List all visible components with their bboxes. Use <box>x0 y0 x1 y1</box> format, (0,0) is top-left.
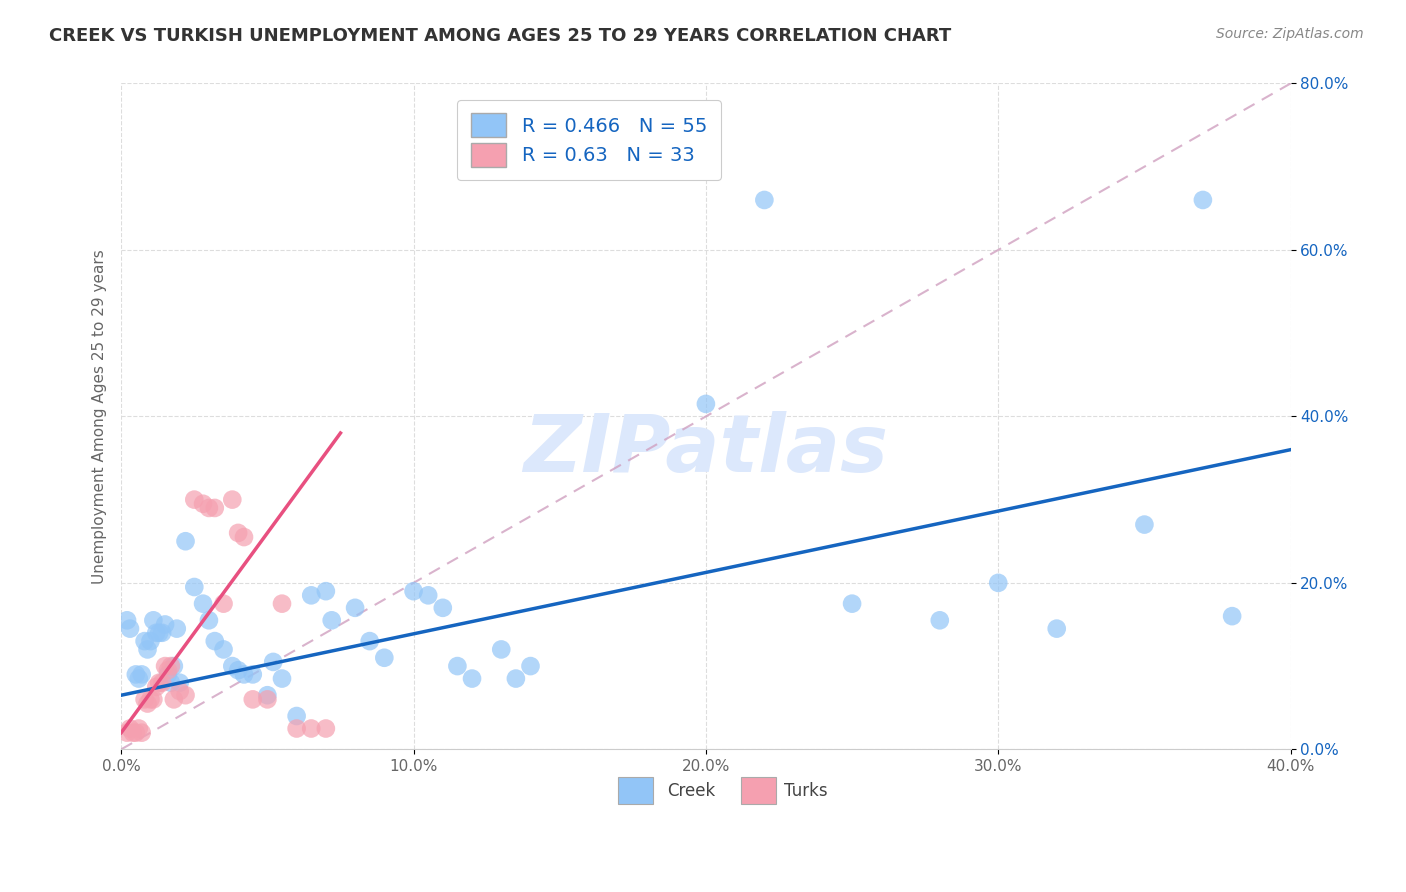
Point <box>191 497 214 511</box>
Point <box>163 692 186 706</box>
Point <box>928 613 950 627</box>
Point <box>198 500 221 515</box>
Text: CREEK VS TURKISH UNEMPLOYMENT AMONG AGES 25 TO 29 YEARS CORRELATION CHART: CREEK VS TURKISH UNEMPLOYMENT AMONG AGES… <box>49 27 952 45</box>
Point <box>212 597 235 611</box>
Point <box>115 725 138 739</box>
Point <box>160 659 183 673</box>
Text: ZIPatlas: ZIPatlas <box>523 410 889 489</box>
Point <box>226 525 249 540</box>
Point <box>256 692 278 706</box>
Point <box>233 530 256 544</box>
Point <box>204 500 226 515</box>
Point <box>242 667 264 681</box>
Point <box>134 692 156 706</box>
Point <box>402 584 425 599</box>
Point <box>174 688 197 702</box>
Legend: R = 0.466   N = 55, R = 0.63   N = 33: R = 0.466 N = 55, R = 0.63 N = 33 <box>457 100 720 180</box>
Point <box>142 692 165 706</box>
Point <box>1133 517 1156 532</box>
Point <box>285 722 308 736</box>
Point <box>1046 622 1069 636</box>
Point <box>1192 193 1215 207</box>
Point <box>118 622 141 636</box>
Point <box>145 625 167 640</box>
Point <box>160 675 183 690</box>
Point <box>315 722 337 736</box>
Point <box>134 634 156 648</box>
Point <box>1220 609 1243 624</box>
Point <box>519 659 541 673</box>
Point <box>191 597 214 611</box>
Point <box>233 667 256 681</box>
Point <box>461 672 484 686</box>
Point <box>359 634 381 648</box>
Text: Source: ZipAtlas.com: Source: ZipAtlas.com <box>1216 27 1364 41</box>
Point <box>150 625 173 640</box>
Point <box>136 642 159 657</box>
Point <box>754 193 776 207</box>
Point <box>128 722 150 736</box>
Point <box>115 613 138 627</box>
Point <box>226 663 249 677</box>
Point <box>271 597 294 611</box>
Point <box>841 597 863 611</box>
Point <box>446 659 468 673</box>
Point <box>174 534 197 549</box>
Point <box>122 725 145 739</box>
Point <box>145 680 167 694</box>
Point <box>128 672 150 686</box>
Point <box>148 625 170 640</box>
Point <box>204 634 226 648</box>
Point <box>156 667 179 681</box>
Text: Turks: Turks <box>785 781 828 799</box>
Point <box>271 672 294 686</box>
Point <box>150 675 173 690</box>
Point <box>299 588 322 602</box>
Point <box>373 650 395 665</box>
Point <box>131 667 153 681</box>
Point <box>198 613 221 627</box>
Point <box>169 675 191 690</box>
Point <box>491 642 513 657</box>
Point <box>139 692 162 706</box>
Point <box>695 397 717 411</box>
Point <box>153 617 176 632</box>
Point <box>505 672 527 686</box>
Point <box>344 600 367 615</box>
Point <box>256 688 278 702</box>
Point <box>242 692 264 706</box>
Point <box>163 659 186 673</box>
Text: Creek: Creek <box>668 781 716 799</box>
Point <box>285 709 308 723</box>
Point <box>156 663 179 677</box>
Point <box>183 580 205 594</box>
Point <box>118 722 141 736</box>
Point <box>166 622 188 636</box>
Point <box>432 600 454 615</box>
Point <box>321 613 343 627</box>
Point <box>125 725 148 739</box>
FancyBboxPatch shape <box>741 777 776 804</box>
Y-axis label: Unemployment Among Ages 25 to 29 years: Unemployment Among Ages 25 to 29 years <box>93 249 107 583</box>
Point <box>148 675 170 690</box>
Point <box>153 659 176 673</box>
Point <box>221 492 243 507</box>
Point <box>262 655 284 669</box>
Point <box>299 722 322 736</box>
Point <box>315 584 337 599</box>
Point <box>169 684 191 698</box>
FancyBboxPatch shape <box>619 777 654 804</box>
Point <box>987 575 1010 590</box>
Point <box>125 667 148 681</box>
Point <box>212 642 235 657</box>
Point <box>418 588 440 602</box>
Point <box>131 725 153 739</box>
Point <box>183 492 205 507</box>
Point <box>136 697 159 711</box>
Point <box>221 659 243 673</box>
Point <box>139 634 162 648</box>
Point <box>142 613 165 627</box>
